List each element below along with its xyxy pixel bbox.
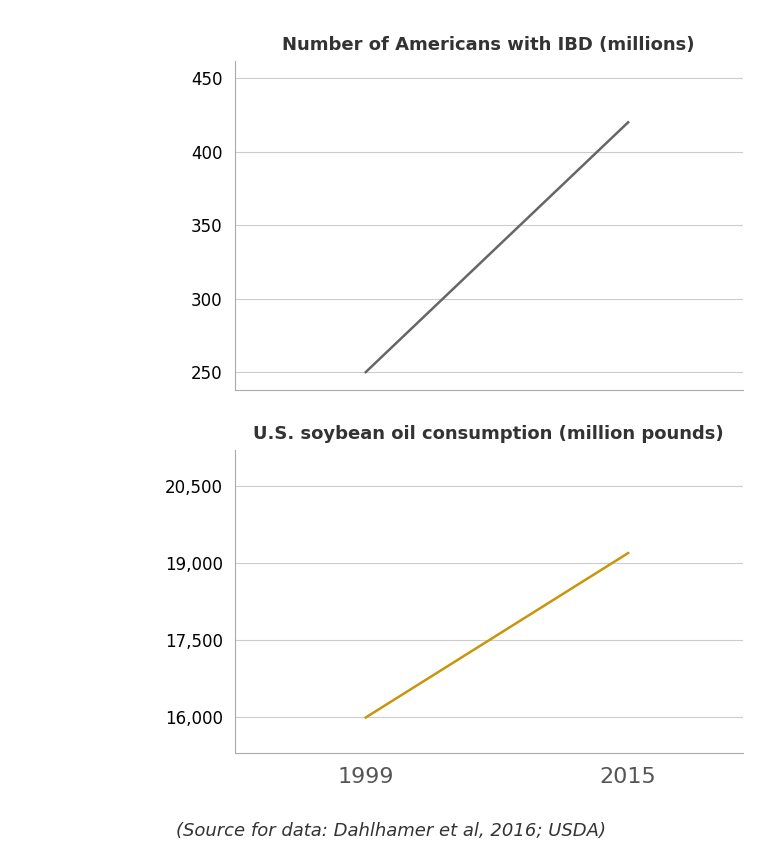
Text: (Source for data: Dahlhamer et al, 2016; USDA): (Source for data: Dahlhamer et al, 2016;… [176, 822, 606, 840]
Title: Number of Americans with IBD (millions): Number of Americans with IBD (millions) [282, 36, 695, 54]
Title: U.S. soybean oil consumption (million pounds): U.S. soybean oil consumption (million po… [253, 425, 724, 443]
